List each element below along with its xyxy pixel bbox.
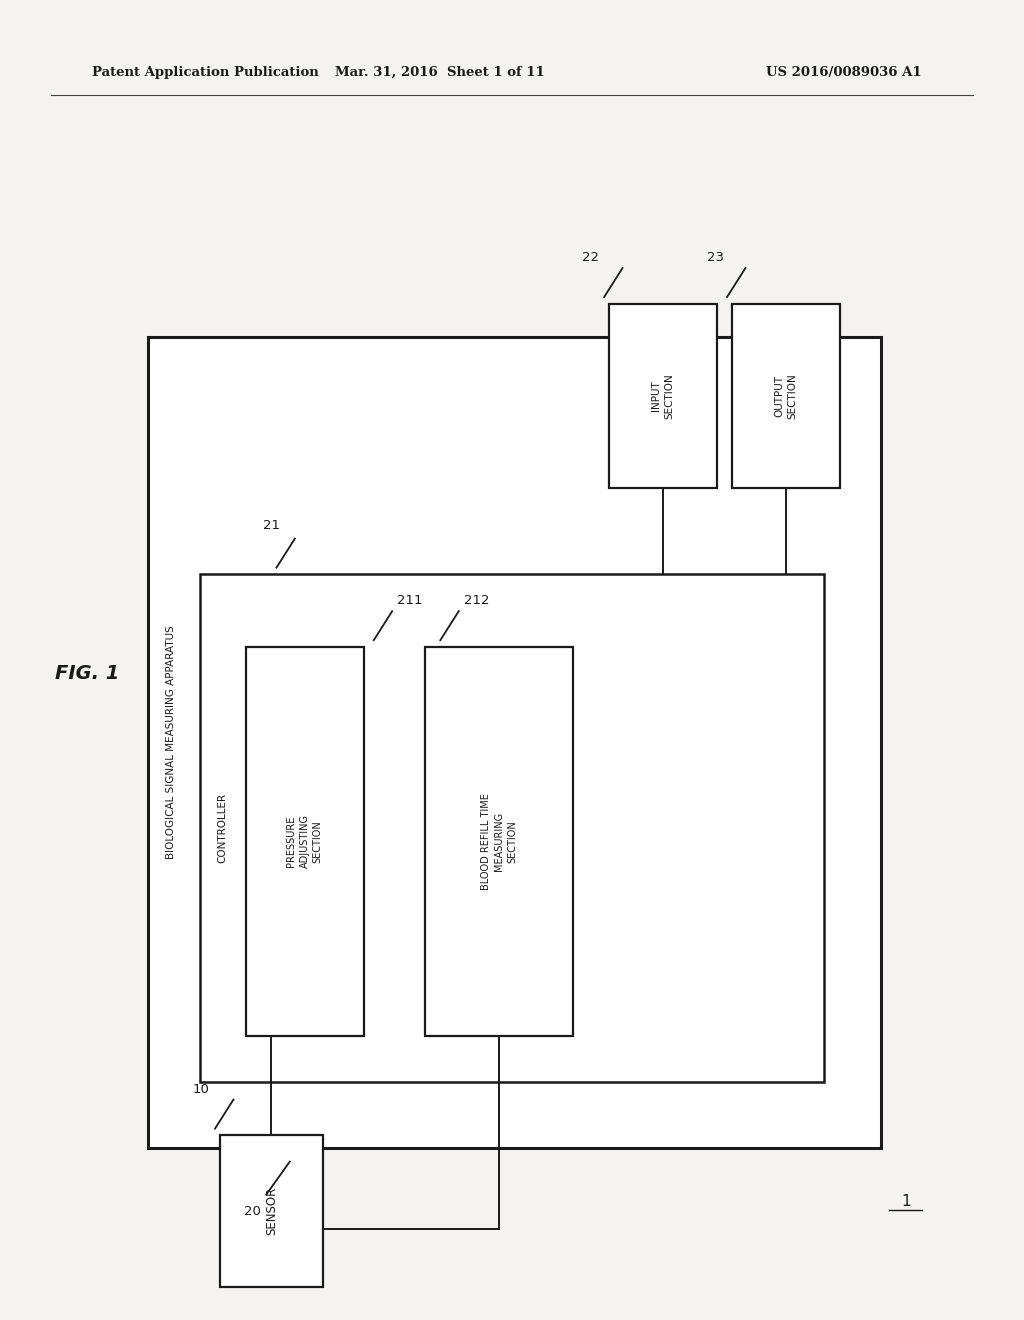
Text: 23: 23 — [707, 251, 724, 264]
Text: Mar. 31, 2016  Sheet 1 of 11: Mar. 31, 2016 Sheet 1 of 11 — [336, 66, 545, 79]
Bar — [609, 304, 717, 488]
Bar — [148, 337, 881, 1148]
Text: 212: 212 — [464, 594, 489, 607]
Bar — [425, 647, 573, 1036]
Text: SENSOR: SENSOR — [265, 1187, 278, 1236]
Text: CONTROLLER: CONTROLLER — [217, 793, 227, 863]
Text: Patent Application Publication: Patent Application Publication — [92, 66, 318, 79]
Bar — [732, 304, 840, 488]
Text: 22: 22 — [582, 251, 599, 264]
Bar — [220, 1135, 323, 1287]
Text: BIOLOGICAL SIGNAL MEASURING APPARATUS: BIOLOGICAL SIGNAL MEASURING APPARATUS — [166, 626, 176, 859]
Text: BLOOD REFILL TIME
MEASURING
SECTION: BLOOD REFILL TIME MEASURING SECTION — [481, 793, 517, 890]
Text: 1: 1 — [901, 1193, 911, 1209]
Text: 21: 21 — [263, 519, 280, 532]
Bar — [246, 647, 364, 1036]
Text: FIG. 1: FIG. 1 — [55, 664, 119, 682]
Text: 211: 211 — [397, 594, 423, 607]
Bar — [200, 574, 824, 1082]
Text: INPUT
SECTION: INPUT SECTION — [651, 374, 675, 418]
Text: 20: 20 — [245, 1205, 261, 1218]
Text: OUTPUT
SECTION: OUTPUT SECTION — [774, 374, 798, 418]
Text: PRESSURE
ADJUSTING
SECTION: PRESSURE ADJUSTING SECTION — [287, 814, 323, 869]
Text: US 2016/0089036 A1: US 2016/0089036 A1 — [766, 66, 922, 79]
Text: 10: 10 — [194, 1082, 210, 1096]
